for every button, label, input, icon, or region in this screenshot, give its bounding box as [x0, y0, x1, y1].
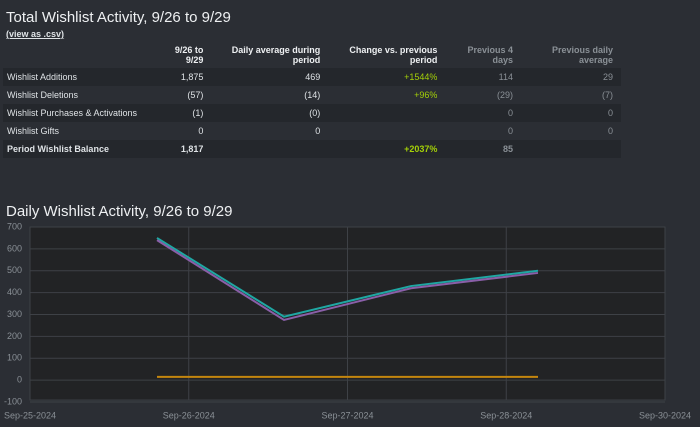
table-header: 9/26 to 9/29 Daily average during period C… [3, 42, 621, 68]
x-tick-label: Sep-27-2024 [321, 410, 373, 420]
y-tick-label: 600 [7, 243, 22, 253]
table-cell: 0 [607, 126, 613, 136]
table-cell [211, 140, 329, 158]
table-cell: 29 [520, 68, 621, 86]
table-cell: 0 [445, 104, 521, 122]
table-cell: (57) [187, 90, 204, 100]
table-row: Wishlist Purchases & Activations (1) (0) 0 0 [3, 104, 621, 122]
y-tick-label: 500 [7, 265, 22, 275]
table-cell: Wishlist Purchases & Activations [3, 104, 155, 122]
column-header: Previous daily average [551, 45, 613, 65]
table-cell: 469 [211, 68, 329, 86]
column-header: Change vs. previous period [349, 45, 438, 65]
chart: -100 0 100 200 300 400 500 600 700 Sep-25-2024 Sep… [4, 221, 691, 420]
table-row: Wishlist Additions 1,875 469 +1544% 114 29 [3, 68, 621, 86]
series-line [156, 237, 539, 318]
table-cell: 114 [445, 68, 521, 86]
x-tick-label: Sep-25-2024 [4, 410, 56, 420]
y-tick-label: 700 [7, 221, 22, 231]
table-cell: (29) [496, 90, 513, 100]
table-cell: 0 [520, 104, 621, 122]
table-cell: Wishlist Deletions [7, 90, 79, 100]
table-cell: Wishlist Gifts [7, 126, 60, 136]
column-header [3, 42, 155, 68]
activity-table: 9/26 to 9/29 Daily average during period C… [3, 42, 621, 158]
y-tick-label: 300 [7, 309, 22, 319]
table-row: Period Wishlist Balance 1,817 +2037% 85 [3, 140, 621, 158]
chart-title: Daily Wishlist Activity, 9/26 to 9/29 [6, 203, 233, 220]
table-row: Wishlist Deletions (57) (14) +96% (29) (7) [3, 86, 621, 104]
table-cell: 0 [198, 126, 204, 136]
y-tick-label: -100 [4, 396, 22, 406]
table-cell: Wishlist Additions [3, 68, 155, 86]
table-cell: (0) [211, 104, 329, 122]
table-cell: 0 [507, 126, 513, 136]
y-tick-label: 400 [7, 287, 22, 297]
column-header: Previous 4 days [467, 45, 513, 65]
table-cell: +96% [414, 90, 438, 100]
x-tick-label: Sep-28-2024 [480, 410, 532, 420]
series-line [156, 239, 539, 322]
table-cell: 1,875 [155, 68, 212, 86]
table-cell: 0 [315, 126, 321, 136]
table-cell: 1,817 [155, 140, 212, 158]
table-cell: 85 [445, 140, 521, 158]
column-header: 9/26 to 9/29 [174, 45, 204, 65]
table-cell [328, 122, 445, 140]
table-cell: +1544% [328, 68, 446, 86]
table-cell: +2037% [328, 140, 446, 158]
x-tick-label: Sep-30-2024 [639, 410, 691, 420]
y-tick-label: 100 [7, 353, 22, 363]
table-cell: Period Wishlist Balance [3, 140, 155, 158]
column-header: Daily average during period [231, 45, 321, 65]
table-cell [328, 104, 446, 122]
page-title: Total Wishlist Activity, 9/26 to 9/29 [6, 9, 231, 26]
table-cell: (14) [304, 90, 321, 100]
y-tick-label: 200 [7, 331, 22, 341]
table-row: Wishlist Gifts 0 0 0 0 [3, 122, 621, 140]
x-tick-label: Sep-26-2024 [163, 410, 215, 420]
csv-link[interactable]: (view as .csv) [6, 29, 65, 39]
y-tick-label: 0 [17, 375, 22, 385]
table-cell: (7) [602, 90, 613, 100]
table-cell [520, 140, 621, 158]
table-cell: (1) [155, 104, 212, 122]
